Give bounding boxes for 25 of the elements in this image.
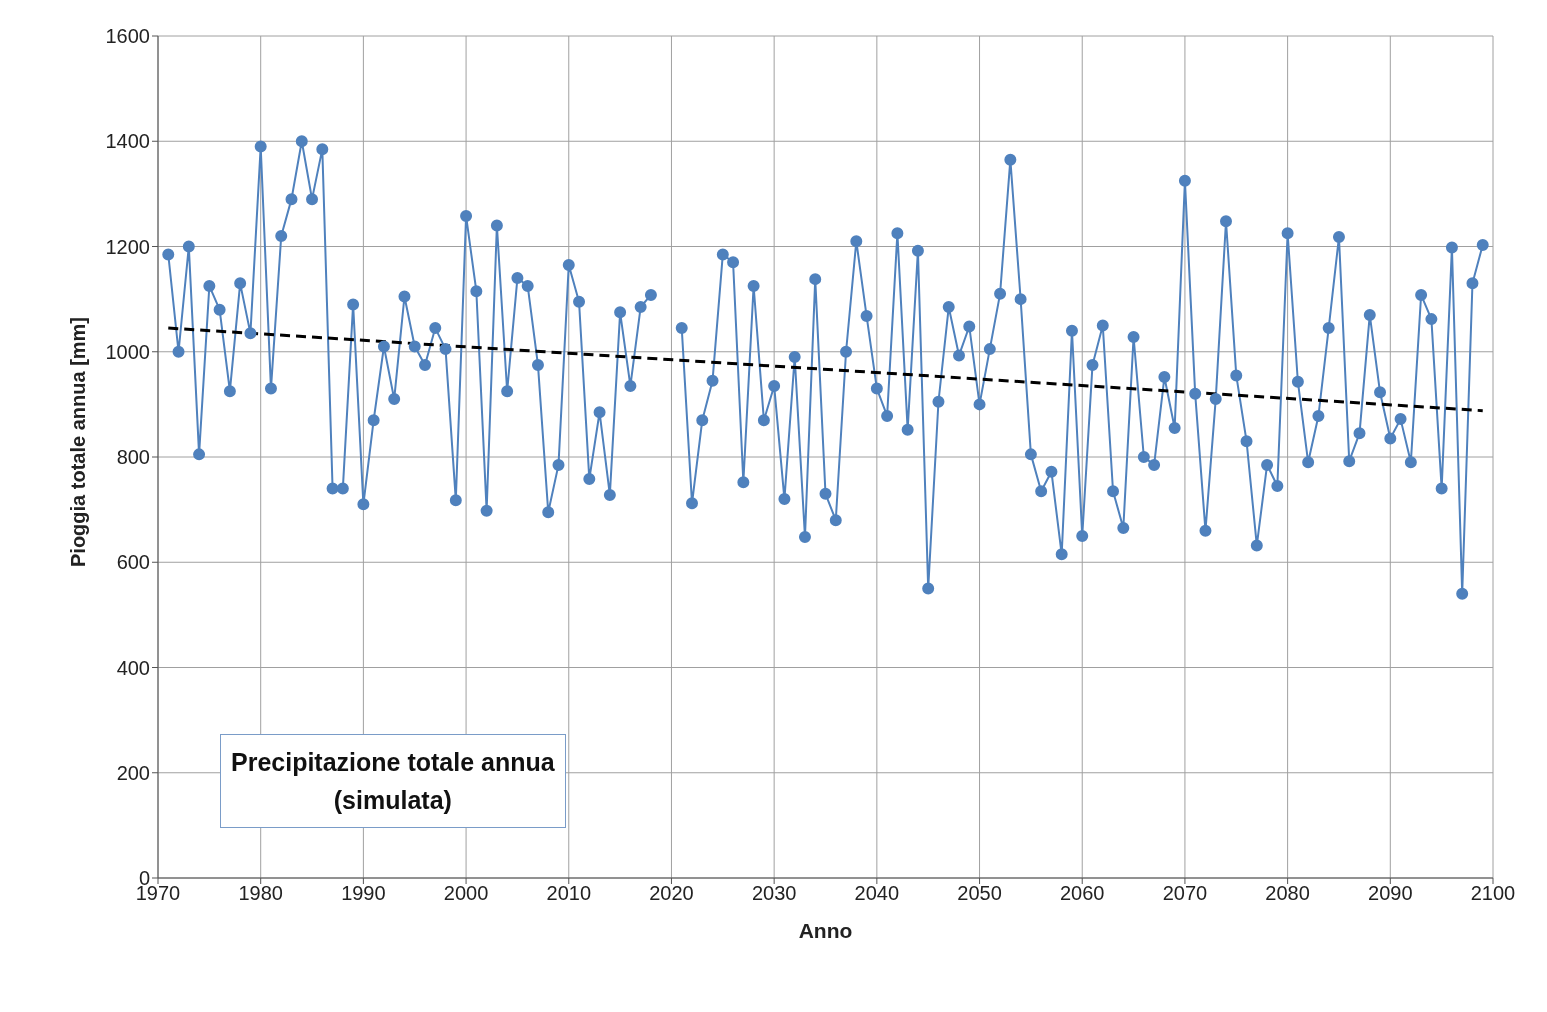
x-tick-label: 2100: [1470, 882, 1516, 905]
x-tick-label: 2070: [1162, 882, 1208, 905]
y-tick-label: 1000: [105, 340, 150, 363]
x-tick-label: 2040: [854, 882, 900, 905]
y-tick-label: 800: [116, 446, 150, 469]
y-tick-label: 600: [116, 551, 150, 574]
x-tick-label: 1990: [341, 882, 386, 905]
x-tick-label: 2060: [1059, 882, 1105, 905]
x-tick-label: 1980: [238, 882, 283, 905]
annotation: Precipitazione totale annua (simulata): [231, 747, 555, 817]
x-tick-label: 2010: [546, 882, 592, 905]
x-tick-label: 2080: [1265, 882, 1310, 905]
y-tick-label: 1600: [105, 25, 150, 48]
x-axis-title: Anno: [798, 919, 853, 942]
x-tick-label: 2030: [751, 882, 797, 905]
x-tick-label: 2020: [649, 882, 694, 905]
y-tick-label: 1400: [105, 130, 150, 153]
y-axis-title: Pioggia totale annua [mm]: [67, 316, 90, 567]
x-tick-label: 2000: [443, 882, 489, 905]
x-tick-label: 2050: [957, 882, 1002, 905]
y-tick-label: 400: [116, 656, 150, 679]
x-tick-label: 2090: [1368, 882, 1413, 905]
y-tick-label: 1200: [105, 235, 150, 258]
y-tick-label: 200: [116, 761, 150, 784]
text-box: Precipitazione totale annua (simulata): [220, 734, 566, 829]
